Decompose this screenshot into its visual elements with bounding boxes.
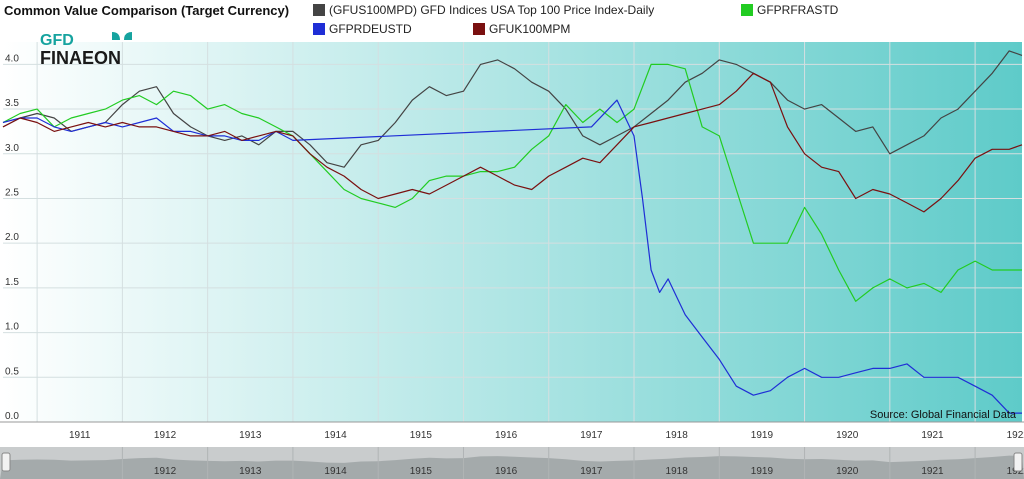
logo-text-gfd: GFD (40, 32, 74, 49)
navigator-tick-label: 1922 (1007, 466, 1024, 477)
gfd-finaeon-logo: GFD FINAEON (40, 30, 175, 70)
navigator-tick-label: 1921 (921, 466, 944, 477)
legend-item-gfus100mpd[interactable]: (GFUS100MPD) GFD Indices USA Top 100 Pri… (313, 3, 654, 17)
source-label: Source: Global Financial Data (869, 409, 1016, 421)
y-tick-label: 2.0 (5, 232, 19, 243)
x-tick-label: 1916 (495, 430, 518, 441)
y-tick-label: 0.0 (5, 411, 19, 422)
y-tick-label: 1.0 (5, 322, 19, 333)
x-tick-label: 1920 (836, 430, 859, 441)
legend-label: GFPRFRASTD (757, 3, 839, 17)
x-tick-label: 1915 (410, 430, 433, 441)
series-line-1[interactable] (2, 63, 1022, 302)
y-tick-label: 2.5 (5, 187, 19, 198)
series-line-3[interactable] (2, 72, 1023, 213)
legend-swatch (313, 4, 325, 16)
navigator-tick-label: 1916 (495, 466, 518, 477)
plot-background (3, 42, 1022, 422)
legend-label: GFPRDEUSTD (329, 22, 412, 36)
logo-text-finaeon: FINAEON (40, 48, 121, 68)
y-tick-label: 3.5 (5, 98, 19, 109)
navigator-handle-right[interactable] (1013, 452, 1023, 472)
x-tick-label: 1921 (921, 430, 944, 441)
x-tick-label: 1919 (751, 430, 774, 441)
y-tick-label: 0.5 (5, 366, 19, 377)
logo-mark: GFD FINAEON (40, 32, 132, 68)
x-tick-label: 1913 (239, 430, 262, 441)
legend-swatch (741, 4, 753, 16)
legend-item-gfuk100mpm[interactable]: GFUK100MPM (473, 22, 570, 36)
y-tick-label: 4.0 (5, 53, 19, 64)
y-tick-label: 1.5 (5, 277, 19, 288)
navigator-tick-label: 1920 (836, 466, 859, 477)
navigator-series-area (0, 455, 1024, 479)
series-line-2[interactable] (2, 99, 1022, 414)
x-tick-label: 1912 (154, 430, 177, 441)
chart-title: Common Value Comparison (Target Currency… (4, 3, 290, 18)
series-line-0[interactable] (2, 50, 1023, 168)
navigator-tick-label: 1917 (580, 466, 603, 477)
legend-item-gfprdeustd[interactable]: GFPRDEUSTD (313, 22, 412, 36)
navigator-tick-label: 1918 (666, 466, 689, 477)
x-tick-label: 1922 (1007, 430, 1024, 441)
legend-label: (GFUS100MPD) GFD Indices USA Top 100 Pri… (329, 3, 655, 17)
navigator-handle-left[interactable] (1, 452, 11, 472)
y-tick-label: 3.0 (5, 143, 19, 154)
leaf-icon (112, 32, 132, 40)
x-axis-band (0, 422, 1024, 444)
navigator-tick-label: 1913 (239, 466, 262, 477)
navigator-tick-label: 1912 (154, 466, 177, 477)
navigator-tick-label: 1919 (751, 466, 774, 477)
navigator-tick-label: 1915 (410, 466, 433, 477)
legend-swatch (313, 23, 325, 35)
x-tick-label: 1917 (580, 430, 603, 441)
x-tick-label: 1914 (324, 430, 347, 441)
legend-swatch (473, 23, 485, 35)
x-tick-label: 1918 (666, 430, 689, 441)
x-tick-label: 1911 (69, 430, 91, 441)
legend-label: GFUK100MPM (489, 22, 571, 36)
legend-item-gfprfrastd[interactable]: GFPRFRASTD (741, 3, 838, 17)
navigator-tick-label: 1914 (324, 466, 347, 477)
